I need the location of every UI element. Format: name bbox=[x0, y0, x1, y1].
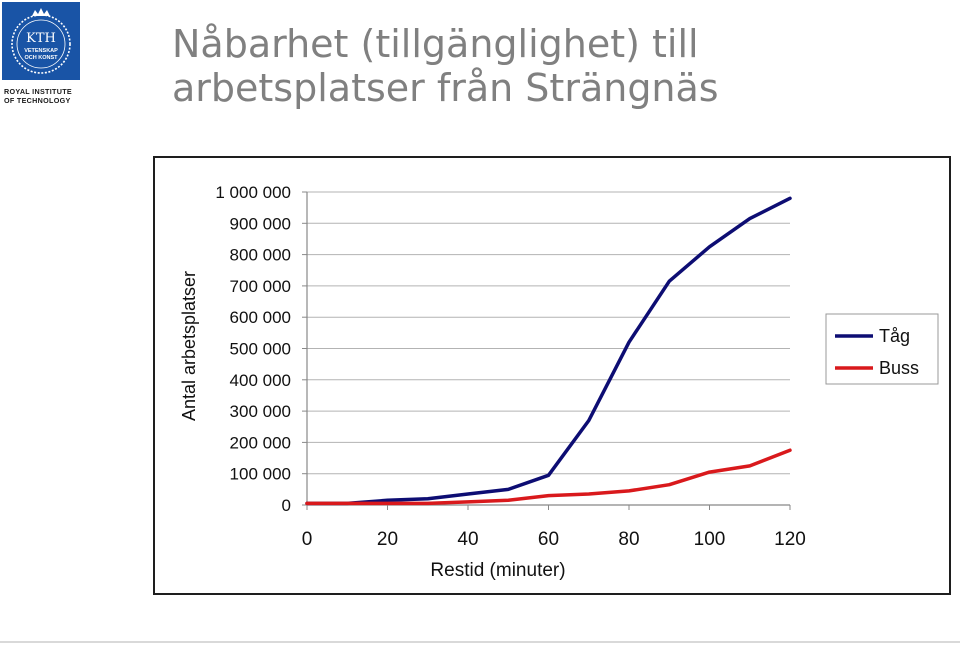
x-axis-label: Restid (minuter) bbox=[430, 560, 565, 581]
legend-label: Buss bbox=[879, 358, 919, 378]
y-tick-label: 200 000 bbox=[230, 433, 291, 452]
emblem-text: VETENSKAP bbox=[24, 48, 58, 54]
y-tick-label: 900 000 bbox=[230, 214, 291, 233]
y-tick-label: 0 bbox=[282, 496, 291, 515]
page-title: Nåbarhet (tillgänglighet) till arbetspla… bbox=[172, 22, 719, 110]
kth-emblem: KTH VETENSKAP OCH KONST bbox=[2, 2, 80, 80]
y-tick-label: 300 000 bbox=[230, 402, 291, 421]
y-tick-label: 700 000 bbox=[230, 277, 291, 296]
y-tick-label: 1 000 000 bbox=[215, 183, 291, 202]
legend bbox=[825, 313, 939, 385]
line-chart: 0 100 000 200 000 300 000 400 000 500 000 600 … bbox=[179, 183, 939, 581]
y-tick-label: 600 000 bbox=[230, 308, 291, 327]
x-tick-label: 0 bbox=[302, 529, 313, 550]
y-tick-label: 500 000 bbox=[230, 340, 291, 359]
series-line-tag bbox=[305, 196, 792, 506]
y-axis-label: Antal arbetsplatser bbox=[179, 271, 199, 421]
x-tick-label: 40 bbox=[457, 529, 478, 550]
y-tick-label: 400 000 bbox=[230, 371, 291, 390]
emblem-text: KTH bbox=[26, 31, 56, 46]
x-tick-label: 20 bbox=[377, 529, 398, 550]
logo-text-line2: OF TECHNOLOGY bbox=[4, 96, 71, 105]
legend-label: Tåg bbox=[879, 326, 910, 346]
kth-logo: KTH VETENSKAP OCH KONST ROYAL INSTITUTE … bbox=[0, 0, 86, 108]
series-line-buss bbox=[305, 448, 792, 506]
chart-panel: 0 100 000 200 000 300 000 400 000 500 000 600 … bbox=[153, 156, 951, 595]
y-tick-label: 800 000 bbox=[230, 246, 291, 265]
x-tick-label: 60 bbox=[538, 529, 559, 550]
x-tick-label: 120 bbox=[774, 529, 806, 550]
footer-divider bbox=[0, 641, 960, 643]
y-tick-label: 100 000 bbox=[230, 465, 291, 484]
emblem-text: OCH KONST bbox=[25, 55, 59, 61]
x-tick-label: 80 bbox=[618, 529, 639, 550]
logo-text-line1: ROYAL INSTITUTE bbox=[4, 87, 72, 96]
x-tick-label: 100 bbox=[694, 529, 726, 550]
